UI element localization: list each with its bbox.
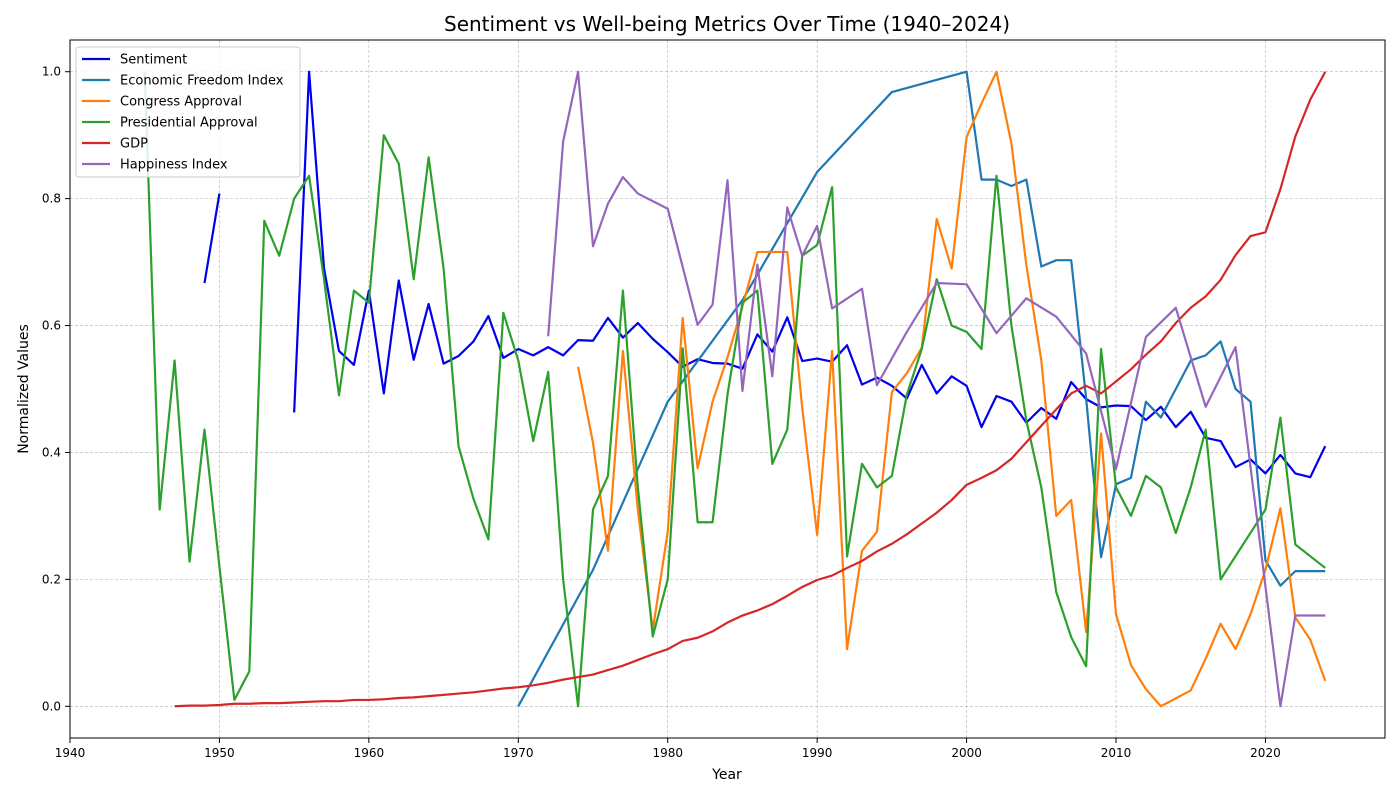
y-tick-label: 0.2: [42, 572, 61, 586]
x-tick-label: 2000: [951, 746, 982, 760]
legend-entry-happiness-index: Happiness Index: [120, 158, 228, 173]
y-tick-label: 0.0: [42, 699, 61, 713]
x-axis-label: Year: [711, 767, 742, 783]
series-line-presidential-approval: [143, 71, 1326, 708]
series-line-sentiment: [203, 70, 1327, 479]
y-tick-label: 1.0: [42, 65, 61, 79]
y-axis-label: Normalized Values: [16, 324, 32, 454]
y-axis: 0.0 0.2 0.4 0.6 0.8 1.0: [42, 65, 70, 713]
plot-frame: [69, 39, 1386, 739]
series-line-congress-approval: [576, 70, 1327, 708]
chart-title: Sentiment vs Well-being Metrics Over Tim…: [444, 12, 1010, 36]
x-tick-label: 1940: [55, 746, 86, 760]
y-tick-label: 0.4: [42, 445, 61, 459]
grid: [69, 40, 1385, 738]
legend-entry-economic-freedom-index: Economic Freedom Index: [120, 74, 284, 89]
series-line-happiness-index: [547, 70, 1326, 708]
x-tick-label: 1950: [204, 746, 235, 760]
x-tick-label: 1990: [802, 746, 833, 760]
x-tick-label: 1980: [652, 746, 683, 760]
legend-entry-presidential-approval: Presidential Approval: [120, 116, 258, 131]
legend: Sentiment Economic Freedom Index Congress …: [75, 46, 301, 178]
series-lines: [143, 70, 1327, 708]
x-tick-label: 1960: [354, 746, 385, 760]
series-line-gdp: [174, 71, 1327, 708]
series-line-economic-freedom-index: [517, 70, 1326, 707]
legend-entry-congress-approval: Congress Approval: [120, 95, 242, 110]
x-tick-label: 1970: [503, 746, 534, 760]
x-tick-label: 2010: [1101, 746, 1132, 760]
x-axis: 1940 1950 1960 1970 1980 1990 2000 2010 2020: [55, 738, 1281, 760]
x-tick-label: 2020: [1250, 746, 1281, 760]
y-tick-label: 0.8: [42, 192, 61, 206]
legend-entry-sentiment: Sentiment: [120, 53, 187, 68]
legend-entry-gdp: GDP: [120, 137, 148, 152]
legend-box: [75, 46, 301, 178]
y-tick-label: 0.6: [42, 319, 61, 333]
